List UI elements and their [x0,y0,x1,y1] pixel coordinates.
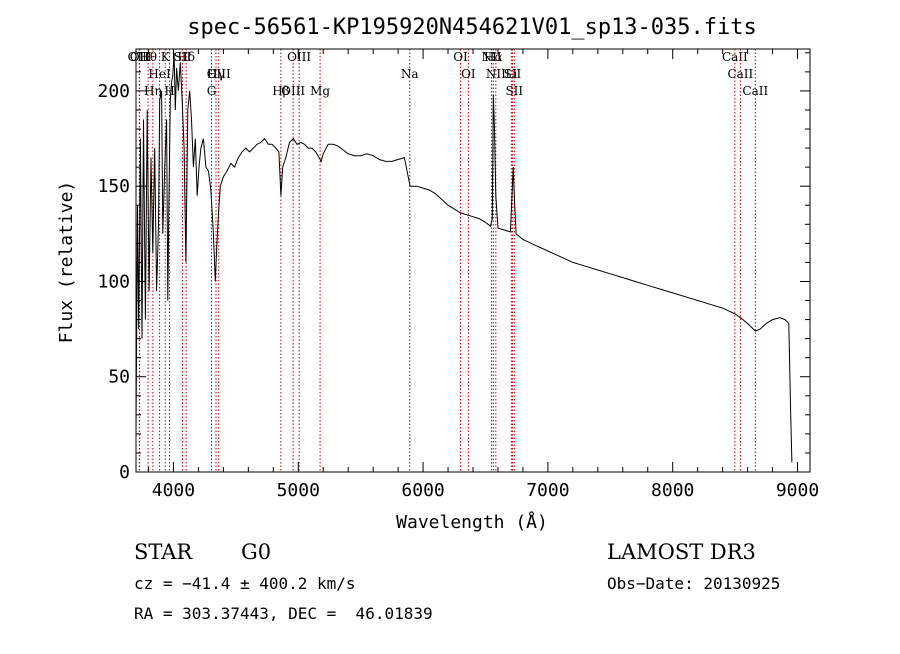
line-marker-label: OIII [281,84,305,98]
y-axis-label: Flux (relative) [56,181,77,344]
line-marker-label: OIII [287,50,311,64]
line-marker-label: SII [505,84,523,98]
line-marker-label: CaII [742,84,768,98]
line-marker-label: SII [174,50,192,64]
x-tick-label: 9000 [776,480,819,501]
chart-title: spec-56561-KP195920N454621V01_sp13-035.f… [187,15,757,40]
y-tick-label: 50 [108,367,130,388]
plot-frame [135,48,811,473]
coordinates: RA = 303.37443, DEC = 46.01839 [134,604,433,623]
x-axis-label: Wavelength (Å) [396,511,548,533]
object-subclass: G0 [241,540,272,564]
line-marker-label: H [164,84,174,98]
line-marker-label: G [207,84,217,98]
survey-name: LAMOST DR3 [607,540,756,564]
line-marker-label: OIII [128,50,152,64]
x-tick-label: 7000 [526,480,569,501]
line-marker-label: SII [504,67,522,81]
x-tick-label: 6000 [401,480,444,501]
line-marker-label: OI [461,67,476,81]
line-marker-label: Hβ [272,84,289,98]
y-tick-label: 0 [119,462,130,483]
line-marker-label: NII [481,50,501,64]
line-marker-label: Na [401,67,419,81]
x-tick-label: 8000 [651,480,694,501]
line-marker-label: Li [505,67,517,81]
line-marker-label: K [161,50,171,64]
y-tick-label: 100 [97,271,130,292]
line-marker-label: Hη [144,84,162,98]
line-marker-label: Hδ [177,50,195,64]
line-marker-label: CaII [722,50,748,64]
line-marker-label: OIII [207,67,231,81]
redshift-velocity: cz = −41.4 ± 400.2 km/s [134,574,356,593]
line-marker-label: CaII [727,67,753,81]
axis-ticks: 4000 5000 6000 7000 8000 9000 0 50 100 150 200 [97,49,819,501]
x-tick-label: 5000 [277,480,320,501]
y-tick-label: 200 [97,81,130,102]
x-tick-label: 4000 [152,480,195,501]
line-marker-label: OI [453,50,468,64]
spectrum-line [135,52,793,463]
y-tick-label: 150 [97,176,130,197]
line-marker-label: Mg [310,84,330,98]
line-marker-label: Hγ [207,67,225,81]
observation-date: Obs−Date: 20130925 [607,574,781,593]
object-class: STAR [134,540,193,564]
line-marker-label: HeI [148,67,171,81]
line-marker-label: NII [486,67,506,81]
